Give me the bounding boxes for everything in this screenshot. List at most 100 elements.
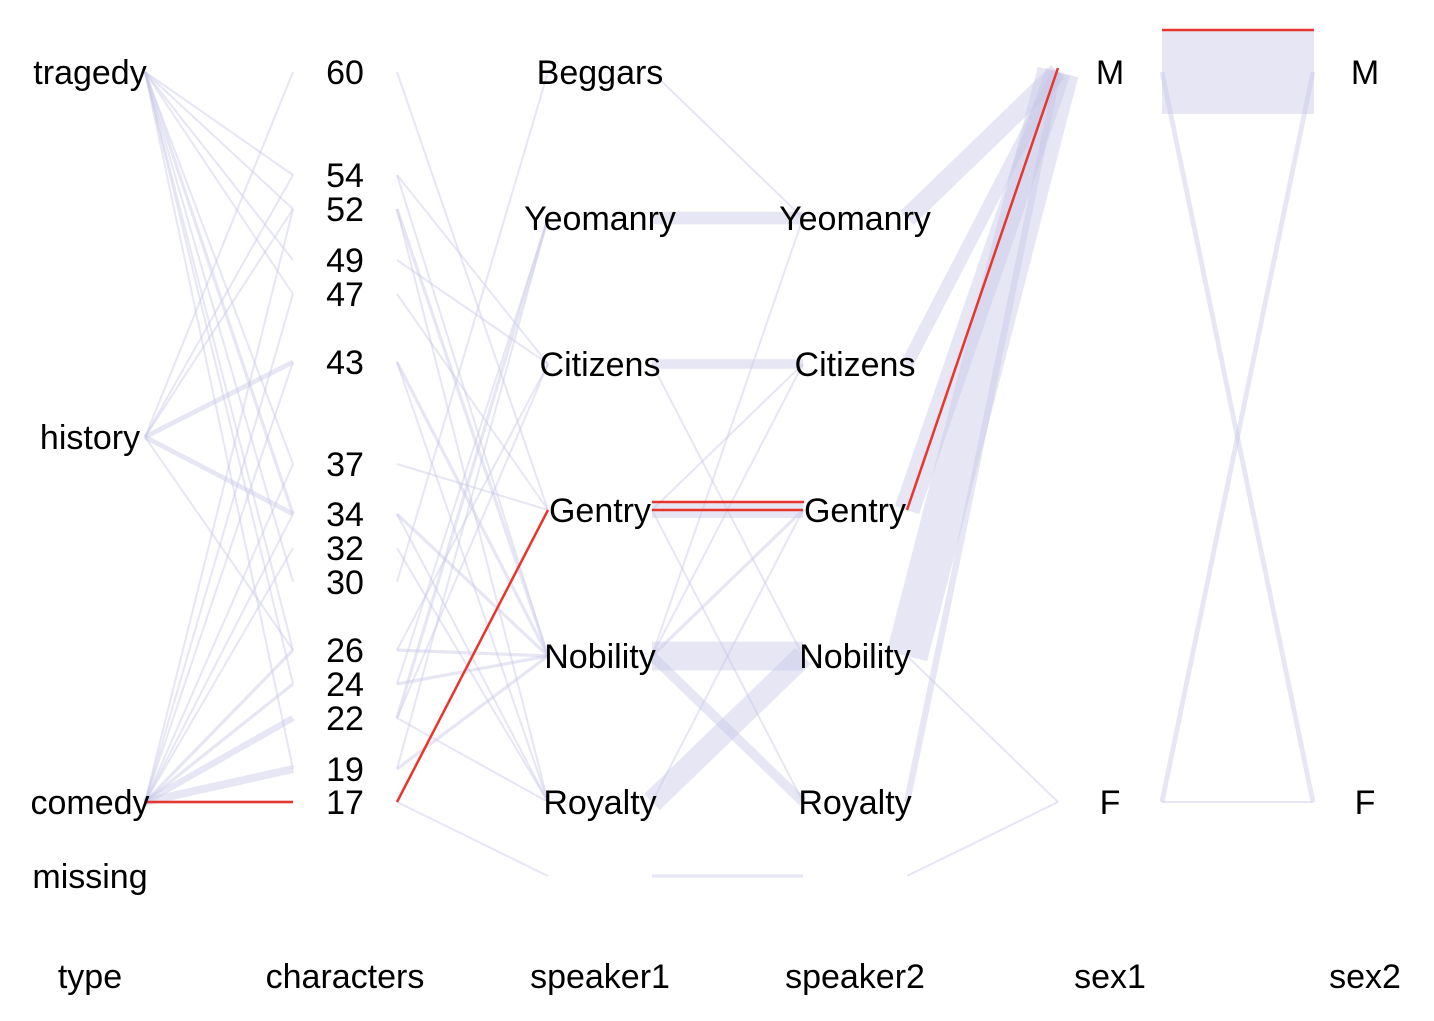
connection-line [144,208,294,803]
connection-line [903,71,1062,803]
connection-line [143,434,295,517]
level-label: 17 [326,784,364,822]
level-label: 26 [326,632,364,670]
connection-line [651,509,804,803]
level-label: 30 [326,564,364,602]
connection-line [906,655,1059,803]
axis-name: characters [266,958,425,996]
connection-line [396,648,549,658]
connection-line [144,71,294,583]
connection-line [143,648,295,804]
level-label: 19 [326,751,364,789]
level-label: Citizens [540,346,661,384]
level-label: F [1100,784,1121,822]
connection-line [144,682,294,804]
level-label: Yeomanry [524,200,676,238]
level-label: Gentry [804,492,906,530]
connection-line [651,71,804,219]
level-label: 47 [326,276,364,314]
connection-line [1159,71,1316,803]
connection-line [143,359,295,440]
connection-line [651,217,804,657]
level-label: 34 [326,496,364,534]
connection-line [144,361,294,803]
connection-line [396,654,549,771]
level-label: 49 [326,242,364,280]
connection-line [396,717,549,803]
level-label: 37 [326,446,364,484]
highlight-segment [905,67,1060,511]
connection-line [395,208,550,657]
connection-line [396,363,549,719]
background-lines [143,30,1316,878]
connection-line [648,652,807,806]
highlighted-line [145,28,1314,804]
connection-line [144,765,294,806]
connection-line [144,71,294,685]
connection-line [144,174,294,438]
level-label: Beggars [537,54,664,92]
connection-line [396,174,549,657]
connection-line [396,71,549,583]
connection-line [144,208,294,438]
connection-line [144,293,294,803]
connection-line [650,508,805,658]
connection-line [644,647,811,811]
level-label: Citizens [795,346,916,384]
connection-line [396,217,549,685]
connection-line [396,463,549,511]
level-label: 43 [326,344,364,382]
axis-labels: tragedyhistorycomedymissingtype605452494… [30,54,1400,996]
connection-line [144,436,294,651]
connection-line [396,547,549,803]
level-label: tragedy [33,54,146,92]
connection-line [144,71,294,438]
connection-line [900,65,1065,225]
level-label: 22 [326,700,364,738]
connection-line [144,71,294,176]
axis-name: type [58,958,122,996]
connection-line [396,71,549,511]
level-label: Nobility [544,638,655,676]
highlight-segment [395,509,550,803]
connection-line [395,361,550,657]
level-label: F [1355,784,1376,822]
connection-line [886,66,1079,662]
connection-line [144,71,294,770]
connection-line [144,71,294,261]
connection-line [144,71,294,651]
connection-line [144,513,294,803]
level-label: 24 [326,666,364,704]
connection-line [396,654,549,686]
level-label: Gentry [549,492,651,530]
level-label: 52 [326,191,364,229]
connection-line [395,512,550,658]
axis-name: speaker1 [530,958,670,996]
axis-name: sex2 [1329,958,1401,996]
connection-line [651,509,804,803]
connection-line [396,363,549,651]
axis-name: speaker2 [785,958,925,996]
connection-line [144,71,294,465]
axis-name: sex1 [1074,958,1146,996]
level-label: history [40,419,140,457]
connection-line [396,208,549,803]
connection-line [395,217,550,719]
connection-line [143,715,295,805]
level-label: 54 [326,157,364,195]
connection-line [396,217,549,770]
connection-line [396,174,549,365]
level-label: Royalty [543,784,656,822]
connection-line [1159,71,1316,803]
level-label: missing [32,858,147,896]
connection-line [396,801,549,877]
level-label: 60 [326,54,364,92]
level-label: M [1351,54,1379,92]
connection-line [144,71,294,210]
level-label: comedy [30,784,149,822]
connection-line [906,801,1059,877]
connection-line [144,547,294,803]
level-label: Yeomanry [779,200,931,238]
level-label: Royalty [798,784,911,822]
